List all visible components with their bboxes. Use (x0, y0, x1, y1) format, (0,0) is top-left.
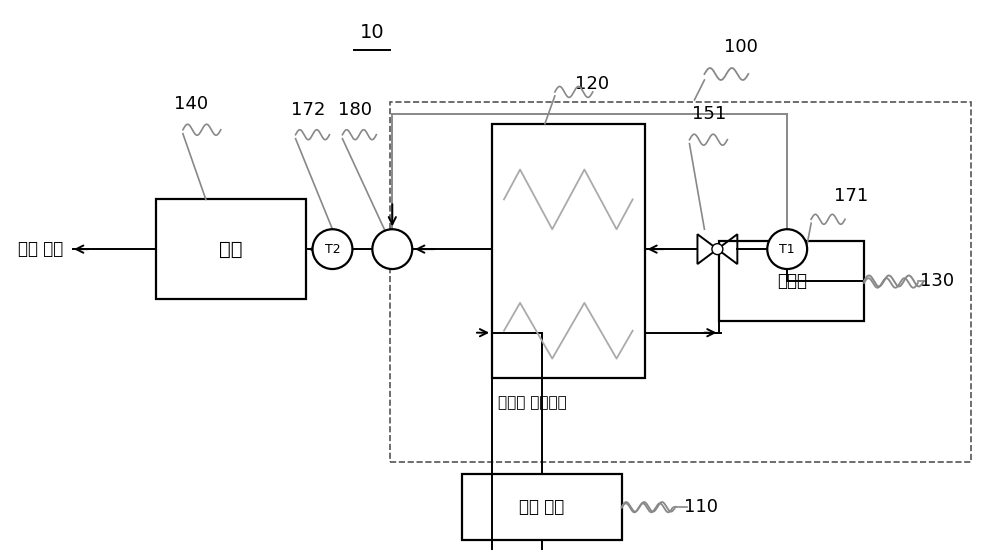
Text: 172: 172 (291, 101, 326, 119)
Bar (719, 241, 864, 321)
Text: 110: 110 (684, 498, 718, 516)
Text: 171: 171 (834, 187, 868, 206)
Text: T2: T2 (325, 242, 340, 256)
Circle shape (372, 229, 412, 269)
Text: 130: 130 (920, 272, 954, 290)
Text: 180: 180 (338, 101, 372, 119)
Text: 애노드 오프가스: 애노드 오프가스 (498, 395, 567, 410)
Text: 10: 10 (360, 23, 385, 42)
Bar (462, 474, 622, 539)
Text: 120: 120 (575, 75, 609, 93)
Circle shape (313, 229, 352, 269)
Text: 추가 전기: 추가 전기 (18, 240, 63, 258)
Text: 냉각기: 냉각기 (777, 272, 807, 290)
Text: T1: T1 (779, 242, 795, 256)
Text: 151: 151 (692, 105, 727, 123)
Circle shape (767, 229, 807, 269)
Circle shape (712, 244, 723, 255)
Text: 140: 140 (174, 95, 208, 113)
Text: 100: 100 (724, 38, 758, 56)
Bar (156, 199, 306, 299)
Bar (492, 124, 645, 379)
Text: 연료 전지: 연료 전지 (519, 498, 565, 516)
Bar (390, 102, 971, 462)
Text: 엔진: 엔진 (219, 240, 242, 258)
